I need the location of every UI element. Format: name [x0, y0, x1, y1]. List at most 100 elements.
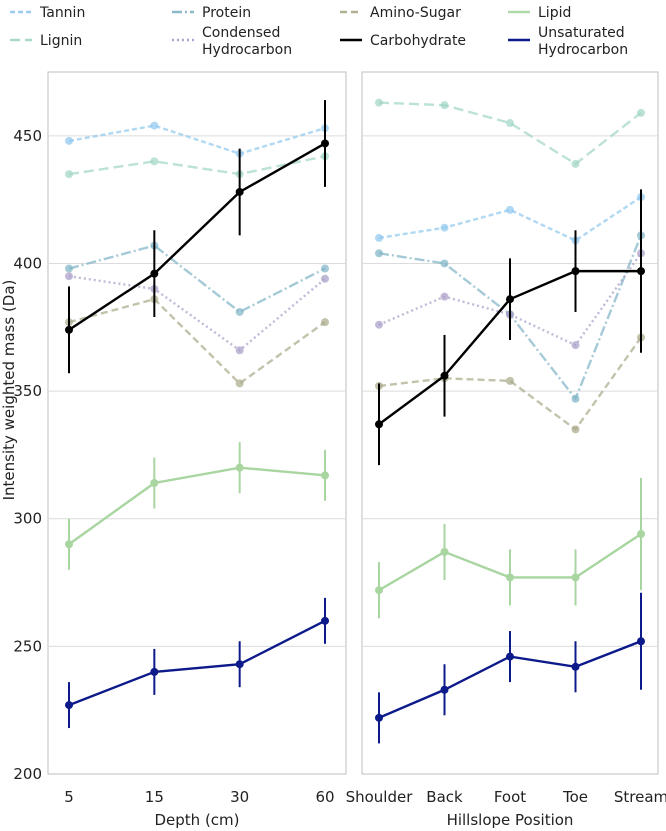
- data-point: [65, 264, 73, 273]
- series-unsaturated-hydrocarbon: [375, 592, 645, 744]
- series-carbohydrate: [65, 100, 329, 374]
- plot-frame: [47, 71, 347, 775]
- data-point: [375, 249, 383, 258]
- series-line-protein: [68, 244, 326, 314]
- series-line-unsaturated-hydrocarbon: [68, 619, 326, 707]
- data-point: [235, 187, 244, 196]
- data-point: [65, 540, 73, 549]
- legend-label-protein: Protein: [202, 5, 251, 21]
- data-point: [571, 341, 580, 350]
- series-line-lignin: [68, 155, 326, 176]
- legend-label-lipid: Lipid: [538, 5, 571, 21]
- series-line-tannin: [68, 124, 326, 155]
- x-axis-label: Depth (cm): [154, 811, 239, 829]
- data-point: [571, 267, 580, 276]
- x-tick-label: 60: [315, 788, 334, 806]
- series-protein: [65, 241, 329, 316]
- data-point: [440, 292, 449, 301]
- data-point: [321, 264, 329, 273]
- data-point: [235, 307, 244, 316]
- data-point: [571, 573, 580, 582]
- series-amino-sugar: [65, 295, 329, 388]
- x-tick-label: 30: [230, 788, 249, 806]
- data-point: [150, 667, 159, 676]
- data-point: [440, 685, 449, 694]
- series-line-lipid: [68, 466, 326, 546]
- series-line-carbohydrate: [68, 142, 326, 331]
- data-point: [235, 660, 244, 669]
- data-point: [506, 205, 514, 214]
- data-point: [65, 170, 73, 179]
- y-tick-label: 200: [13, 765, 42, 783]
- data-point: [150, 478, 159, 487]
- y-tick-label: 250: [13, 637, 42, 655]
- series-line-amino-sugar: [68, 297, 326, 385]
- data-point: [440, 223, 449, 232]
- x-tick-label: Back: [426, 788, 463, 806]
- data-point: [440, 547, 449, 556]
- data-point: [571, 662, 580, 671]
- x-tick-label: 15: [145, 788, 164, 806]
- data-point: [375, 420, 383, 429]
- series-condensed-hydrocarbon: [65, 272, 329, 355]
- series-amino-sugar: [375, 333, 645, 434]
- data-point: [440, 259, 449, 268]
- data-point: [571, 394, 580, 403]
- legend-label-lignin: Lignin: [40, 33, 82, 49]
- data-point: [321, 274, 329, 283]
- series-line-lignin: [378, 101, 642, 166]
- data-point: [571, 159, 580, 168]
- y-tick-label: 400: [13, 254, 42, 272]
- data-point: [637, 637, 645, 646]
- data-point: [375, 98, 383, 107]
- data-point: [375, 320, 383, 329]
- data-point: [65, 701, 73, 710]
- data-point: [375, 586, 383, 595]
- series-lignin: [65, 152, 329, 179]
- series-lipid: [65, 442, 329, 570]
- y-tick-label: 300: [13, 510, 42, 528]
- data-point: [637, 530, 645, 539]
- x-tick-label: Shoulder: [346, 788, 414, 806]
- series-unsaturated-hydrocarbon: [65, 597, 329, 729]
- data-point: [440, 371, 449, 380]
- data-point: [506, 119, 514, 128]
- data-point: [506, 295, 514, 304]
- x-axis-label: Hillslope Position: [447, 811, 574, 829]
- data-point: [150, 121, 159, 130]
- data-point: [65, 325, 73, 334]
- legend: Tannin Protein Amino-Sugar Lipid Lignin Conde…: [10, 5, 628, 58]
- data-point: [150, 157, 159, 166]
- data-point: [506, 376, 514, 385]
- plot-frame: [361, 71, 659, 775]
- series-lipid: [375, 477, 645, 619]
- data-point: [235, 346, 244, 355]
- data-point: [65, 136, 73, 145]
- data-point: [637, 267, 645, 276]
- legend-label-tannin: Tannin: [39, 5, 85, 21]
- legend-label-unsaturated-hydrocarbon: Unsaturated Hydrocarbon: [538, 25, 628, 58]
- series-tannin: [375, 193, 645, 245]
- data-point: [235, 463, 244, 472]
- data-point: [150, 269, 159, 278]
- legend-label-condensed-hydrocarbon: Condensed Hydrocarbon: [202, 25, 292, 58]
- data-point: [506, 573, 514, 582]
- data-point: [375, 233, 383, 242]
- data-point: [321, 139, 329, 148]
- y-tick-label: 350: [13, 382, 42, 400]
- data-point: [637, 108, 645, 117]
- data-point: [571, 425, 580, 434]
- data-point: [375, 713, 383, 722]
- series-carbohydrate: [375, 189, 645, 466]
- series-tannin: [65, 121, 329, 158]
- panel-hillslope: Shoulder Back Foot Toe Stream Hillslope Posit…: [346, 71, 666, 829]
- data-point: [321, 471, 329, 480]
- data-point: [321, 616, 329, 625]
- series-line-tannin: [378, 196, 642, 242]
- data-point: [506, 652, 514, 661]
- x-tick-label: 5: [64, 788, 74, 806]
- x-tick-label: Foot: [494, 788, 526, 806]
- data-point: [65, 272, 73, 281]
- y-axis-label: Intensity weighted mass (Da): [0, 280, 18, 501]
- data-point: [440, 101, 449, 110]
